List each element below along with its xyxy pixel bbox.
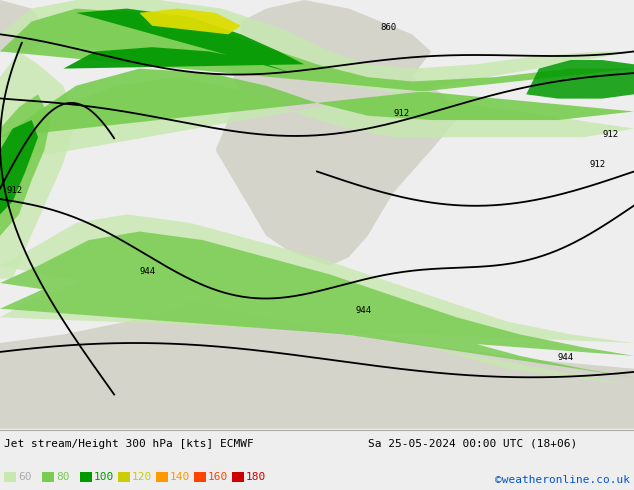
Text: 180: 180 xyxy=(246,472,266,482)
Polygon shape xyxy=(0,232,634,377)
Polygon shape xyxy=(526,60,634,98)
Text: 860: 860 xyxy=(380,23,396,32)
Text: 80: 80 xyxy=(56,472,70,482)
Polygon shape xyxy=(0,120,38,215)
Text: 160: 160 xyxy=(208,472,228,482)
Bar xyxy=(118,471,130,482)
Bar xyxy=(232,471,244,482)
Polygon shape xyxy=(0,300,634,429)
Text: 100: 100 xyxy=(94,472,114,482)
Text: Sa 25-05-2024 00:00 UTC (18+06): Sa 25-05-2024 00:00 UTC (18+06) xyxy=(368,439,577,449)
Polygon shape xyxy=(0,0,634,163)
Bar xyxy=(194,471,206,482)
Bar xyxy=(80,471,92,482)
Bar xyxy=(156,471,168,482)
Text: 944: 944 xyxy=(558,353,574,362)
Text: 912: 912 xyxy=(590,160,605,169)
Polygon shape xyxy=(0,0,51,51)
Text: 120: 120 xyxy=(132,472,152,482)
Text: 60: 60 xyxy=(18,472,32,482)
Text: Jet stream/Height 300 hPa [kts] ECMWF: Jet stream/Height 300 hPa [kts] ECMWF xyxy=(4,439,254,449)
Text: ©weatheronline.co.uk: ©weatheronline.co.uk xyxy=(495,475,630,485)
Polygon shape xyxy=(0,51,76,279)
Polygon shape xyxy=(216,0,456,266)
Text: 912: 912 xyxy=(6,186,22,195)
Polygon shape xyxy=(139,8,241,34)
Bar xyxy=(42,471,54,482)
Text: 912: 912 xyxy=(393,109,409,118)
Bar xyxy=(4,471,16,482)
Text: 912: 912 xyxy=(602,130,618,139)
Polygon shape xyxy=(0,94,51,236)
Polygon shape xyxy=(0,8,634,137)
Text: 140: 140 xyxy=(170,472,190,482)
Text: 944: 944 xyxy=(139,268,155,276)
Polygon shape xyxy=(63,8,304,73)
Text: 944: 944 xyxy=(355,306,371,315)
Polygon shape xyxy=(0,215,634,386)
